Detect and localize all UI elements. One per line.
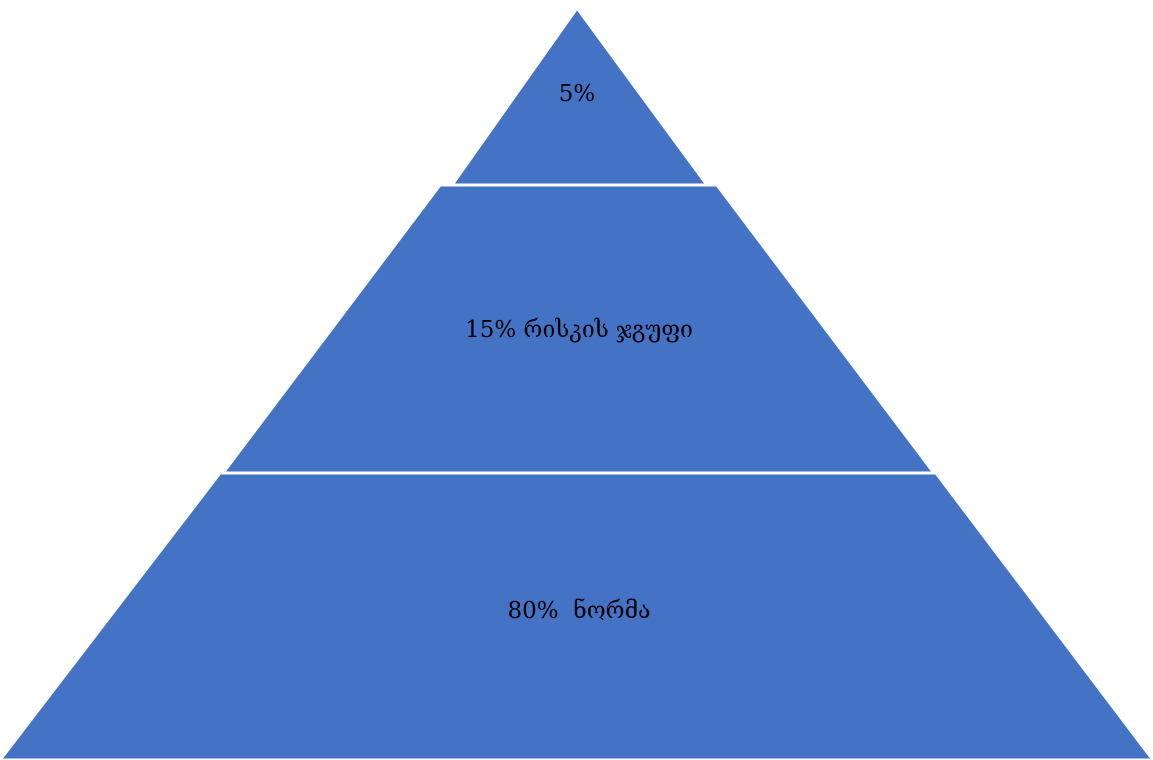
tier-label-middle: 15% რისკის ჯგუფი (465, 317, 693, 343)
pyramid-tier-bottom (0, 471, 1153, 760)
tier-label-top: 5% (559, 81, 596, 107)
tier-label-bottom: 80% ნორმა (507, 598, 650, 624)
